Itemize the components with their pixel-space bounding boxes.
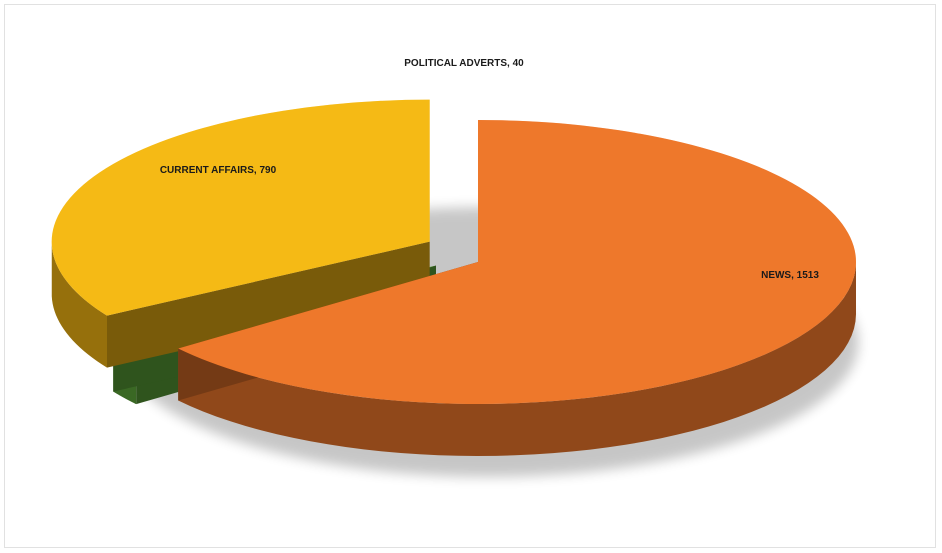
pie-slice-current-affairs xyxy=(51,99,430,368)
slice-cut-face xyxy=(106,241,430,368)
slice-side-wall xyxy=(51,244,107,368)
pie-slice-news xyxy=(178,120,857,456)
slice-label-political-adverts: POLITICAL ADVERTS, 40 xyxy=(404,58,524,69)
slice-highlight xyxy=(178,120,857,405)
slice-highlight xyxy=(51,99,430,316)
pie-slices xyxy=(51,99,857,456)
slice-top xyxy=(51,99,430,316)
slice-side-wall xyxy=(178,262,856,456)
pie-labels: NEWS, 1513 POLITICAL ADVERTS, 40 CURRENT A… xyxy=(160,58,819,281)
slice-top xyxy=(178,120,857,405)
slice-label-news: NEWS, 1513 xyxy=(761,270,819,281)
slice-label-current-affairs: CURRENT AFFAIRS, 790 xyxy=(160,165,277,176)
